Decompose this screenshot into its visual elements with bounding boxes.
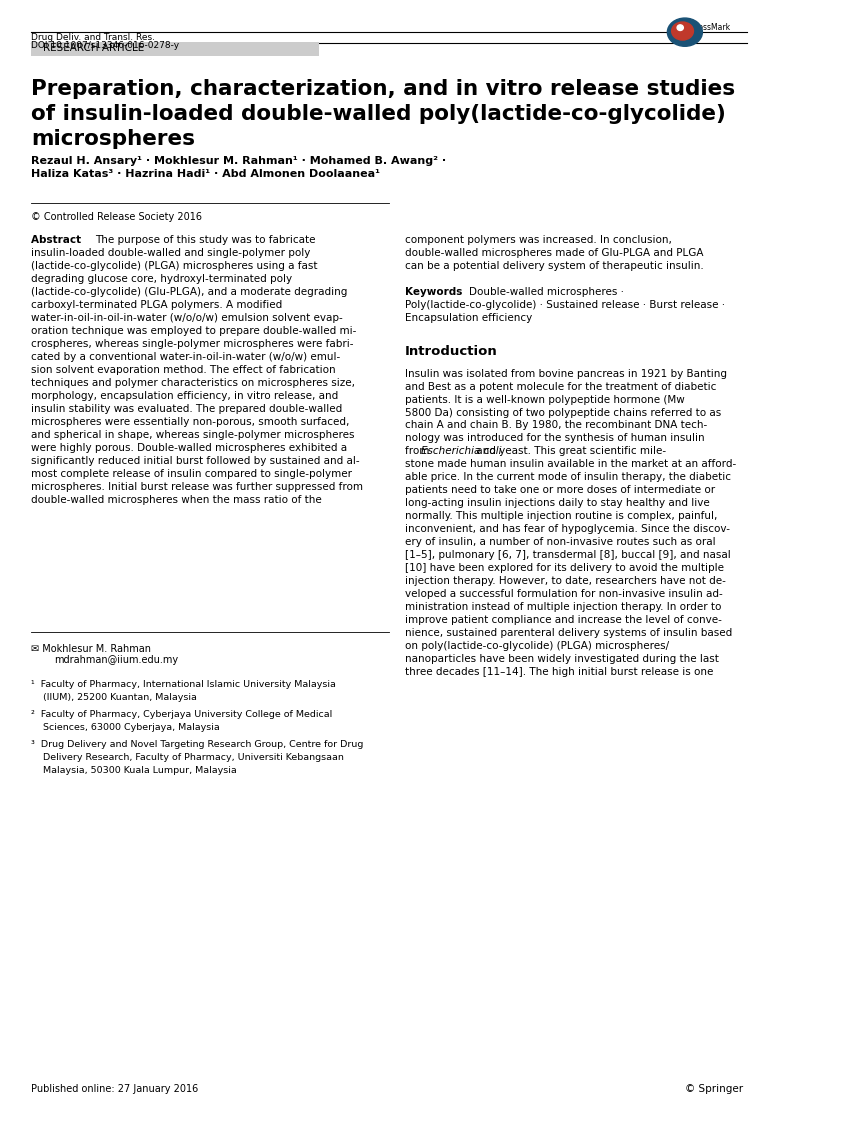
Text: ery of insulin, a number of non-invasive routes such as oral: ery of insulin, a number of non-invasive… bbox=[405, 537, 716, 548]
Text: injection therapy. However, to date, researchers have not de-: injection therapy. However, to date, res… bbox=[405, 576, 726, 586]
Text: sion solvent evaporation method. The effect of fabrication: sion solvent evaporation method. The eff… bbox=[31, 365, 336, 375]
Text: (lactide-co-glycolide) (PLGA) microspheres using a fast: (lactide-co-glycolide) (PLGA) microspher… bbox=[31, 261, 318, 271]
FancyBboxPatch shape bbox=[31, 42, 319, 56]
Text: able price. In the current mode of insulin therapy, the diabetic: able price. In the current mode of insul… bbox=[405, 472, 731, 482]
Text: long-acting insulin injections daily to stay healthy and live: long-acting insulin injections daily to … bbox=[405, 498, 710, 508]
Ellipse shape bbox=[677, 25, 683, 30]
Text: (lactide-co-glycolide) (Glu-PLGA), and a moderate degrading: (lactide-co-glycolide) (Glu-PLGA), and a… bbox=[31, 287, 348, 297]
Text: microspheres: microspheres bbox=[31, 129, 196, 149]
Text: double-walled microspheres when the mass ratio of the: double-walled microspheres when the mass… bbox=[31, 495, 322, 505]
Text: ³  Drug Delivery and Novel Targeting Research Group, Centre for Drug: ³ Drug Delivery and Novel Targeting Rese… bbox=[31, 739, 364, 749]
Text: insulin stability was evaluated. The prepared double-walled: insulin stability was evaluated. The pre… bbox=[31, 403, 343, 413]
Text: Encapsulation efficiency: Encapsulation efficiency bbox=[405, 313, 532, 323]
Text: [1–5], pulmonary [6, 7], transdermal [8], buccal [9], and nasal: [1–5], pulmonary [6, 7], transdermal [8]… bbox=[405, 550, 730, 560]
Text: Published online: 27 January 2016: Published online: 27 January 2016 bbox=[31, 1084, 198, 1094]
Text: Drug Deliv. and Transl. Res.: Drug Deliv. and Transl. Res. bbox=[31, 33, 156, 42]
Text: and Best as a potent molecule for the treatment of diabetic: and Best as a potent molecule for the tr… bbox=[405, 382, 716, 392]
Text: ✉ Mokhlesur M. Rahman: ✉ Mokhlesur M. Rahman bbox=[31, 644, 151, 654]
Text: patients. It is a well-known polypeptide hormone (Mw: patients. It is a well-known polypeptide… bbox=[405, 394, 684, 404]
Text: from: from bbox=[405, 446, 433, 456]
Text: double-walled microspheres made of Glu-PLGA and PLGA: double-walled microspheres made of Glu-P… bbox=[405, 247, 703, 257]
Text: Preparation, characterization, and in vitro release studies: Preparation, characterization, and in vi… bbox=[31, 79, 735, 99]
Text: were highly porous. Double-walled microspheres exhibited a: were highly porous. Double-walled micros… bbox=[31, 443, 348, 453]
Text: Introduction: Introduction bbox=[405, 345, 497, 358]
Text: CrossMark: CrossMark bbox=[691, 23, 731, 32]
Text: Rezaul H. Ansary¹ · Mokhlesur M. Rahman¹ · Mohamed B. Awang² ·: Rezaul H. Ansary¹ · Mokhlesur M. Rahman¹… bbox=[31, 156, 446, 166]
Text: Haliza Katas³ · Hazrina Hadi¹ · Abd Almonen Doolaanea¹: Haliza Katas³ · Hazrina Hadi¹ · Abd Almo… bbox=[31, 169, 380, 180]
Text: Escherichia coli: Escherichia coli bbox=[421, 446, 502, 456]
Text: microspheres were essentially non-porous, smooth surfaced,: microspheres were essentially non-porous… bbox=[31, 417, 349, 427]
Text: ministration instead of multiple injection therapy. In order to: ministration instead of multiple injecti… bbox=[405, 602, 721, 612]
Text: microspheres. Initial burst release was further suppressed from: microspheres. Initial burst release was … bbox=[31, 481, 363, 491]
Text: © Controlled Release Society 2016: © Controlled Release Society 2016 bbox=[31, 212, 202, 222]
Text: RESEARCH ARTICLE: RESEARCH ARTICLE bbox=[42, 43, 144, 53]
Text: and spherical in shape, whereas single-polymer microspheres: and spherical in shape, whereas single-p… bbox=[31, 429, 354, 439]
Text: Sciences, 63000 Cyberjaya, Malaysia: Sciences, 63000 Cyberjaya, Malaysia bbox=[31, 723, 220, 732]
Text: Poly(lactide-co-glycolide) · Sustained release · Burst release ·: Poly(lactide-co-glycolide) · Sustained r… bbox=[405, 299, 725, 309]
Text: three decades [11–14]. The high initial burst release is one: three decades [11–14]. The high initial … bbox=[405, 667, 713, 677]
Text: oration technique was employed to prepare double-walled mi-: oration technique was employed to prepar… bbox=[31, 325, 356, 335]
Text: stone made human insulin available in the market at an afford-: stone made human insulin available in th… bbox=[405, 460, 736, 470]
Text: significantly reduced initial burst followed by sustained and al-: significantly reduced initial burst foll… bbox=[31, 455, 360, 465]
Text: component polymers was increased. In conclusion,: component polymers was increased. In con… bbox=[405, 235, 672, 245]
Text: Keywords: Keywords bbox=[405, 287, 466, 297]
Text: crospheres, whereas single-polymer microspheres were fabri-: crospheres, whereas single-polymer micro… bbox=[31, 339, 354, 349]
Text: [10] have been explored for its delivery to avoid the multiple: [10] have been explored for its delivery… bbox=[405, 563, 723, 574]
Text: and yeast. This great scientific mile-: and yeast. This great scientific mile- bbox=[473, 446, 666, 456]
Text: Delivery Research, Faculty of Pharmacy, Universiti Kebangsaan: Delivery Research, Faculty of Pharmacy, … bbox=[31, 753, 344, 762]
Text: nience, sustained parenteral delivery systems of insulin based: nience, sustained parenteral delivery sy… bbox=[405, 628, 732, 638]
Text: normally. This multiple injection routine is complex, painful,: normally. This multiple injection routin… bbox=[405, 511, 717, 522]
Text: water-in-oil-in-oil-in-water (w/o/o/w) emulsion solvent evap-: water-in-oil-in-oil-in-water (w/o/o/w) e… bbox=[31, 313, 343, 323]
Text: © Springer: © Springer bbox=[685, 1084, 743, 1094]
Ellipse shape bbox=[667, 18, 702, 46]
Text: mdrahman@iium.edu.my: mdrahman@iium.edu.my bbox=[54, 655, 178, 665]
Text: Malaysia, 50300 Kuala Lumpur, Malaysia: Malaysia, 50300 Kuala Lumpur, Malaysia bbox=[31, 765, 237, 774]
Text: morphology, encapsulation efficiency, in vitro release, and: morphology, encapsulation efficiency, in… bbox=[31, 391, 338, 401]
Text: (IIUM), 25200 Kuantan, Malaysia: (IIUM), 25200 Kuantan, Malaysia bbox=[31, 693, 197, 702]
Text: of insulin-loaded double-walled poly(lactide-co-glycolide): of insulin-loaded double-walled poly(lac… bbox=[31, 104, 726, 124]
Text: can be a potential delivery system of therapeutic insulin.: can be a potential delivery system of th… bbox=[405, 261, 704, 271]
Text: DOI 10.1007/s13346-016-0278-y: DOI 10.1007/s13346-016-0278-y bbox=[31, 41, 179, 50]
Text: chain A and chain B. By 1980, the recombinant DNA tech-: chain A and chain B. By 1980, the recomb… bbox=[405, 420, 707, 430]
Text: Insulin was isolated from bovine pancreas in 1921 by Banting: Insulin was isolated from bovine pancrea… bbox=[405, 368, 727, 378]
Ellipse shape bbox=[672, 21, 694, 40]
Text: degrading glucose core, hydroxyl-terminated poly: degrading glucose core, hydroxyl-termina… bbox=[31, 273, 292, 283]
Text: on poly(lactide-co-glycolide) (PLGA) microspheres/: on poly(lactide-co-glycolide) (PLGA) mic… bbox=[405, 641, 669, 651]
Text: ²  Faculty of Pharmacy, Cyberjaya University College of Medical: ² Faculty of Pharmacy, Cyberjaya Univers… bbox=[31, 710, 332, 719]
Text: Abstract: Abstract bbox=[31, 235, 85, 245]
Text: inconvenient, and has fear of hypoglycemia. Since the discov-: inconvenient, and has fear of hypoglycem… bbox=[405, 524, 729, 534]
Text: improve patient compliance and increase the level of conve-: improve patient compliance and increase … bbox=[405, 615, 722, 625]
Text: nology was introduced for the synthesis of human insulin: nology was introduced for the synthesis … bbox=[405, 434, 705, 444]
Text: carboxyl-terminated PLGA polymers. A modified: carboxyl-terminated PLGA polymers. A mod… bbox=[31, 299, 282, 309]
Text: 5800 Da) consisting of two polypeptide chains referred to as: 5800 Da) consisting of two polypeptide c… bbox=[405, 408, 721, 418]
Text: nanoparticles have been widely investigated during the last: nanoparticles have been widely investiga… bbox=[405, 654, 718, 664]
Text: most complete release of insulin compared to single-polymer: most complete release of insulin compare… bbox=[31, 469, 352, 479]
Text: insulin-loaded double-walled and single-polymer poly: insulin-loaded double-walled and single-… bbox=[31, 247, 310, 257]
Text: Double-walled microspheres ·: Double-walled microspheres · bbox=[468, 287, 624, 297]
Text: patients need to take one or more doses of intermediate or: patients need to take one or more doses … bbox=[405, 485, 715, 496]
Text: veloped a successful formulation for non-invasive insulin ad-: veloped a successful formulation for non… bbox=[405, 589, 722, 599]
Text: techniques and polymer characteristics on microspheres size,: techniques and polymer characteristics o… bbox=[31, 377, 355, 387]
Text: cated by a conventional water-in-oil-in-water (w/o/w) emul-: cated by a conventional water-in-oil-in-… bbox=[31, 352, 340, 361]
Text: The purpose of this study was to fabricate: The purpose of this study was to fabrica… bbox=[95, 235, 315, 245]
Text: ¹  Faculty of Pharmacy, International Islamic University Malaysia: ¹ Faculty of Pharmacy, International Isl… bbox=[31, 680, 336, 689]
